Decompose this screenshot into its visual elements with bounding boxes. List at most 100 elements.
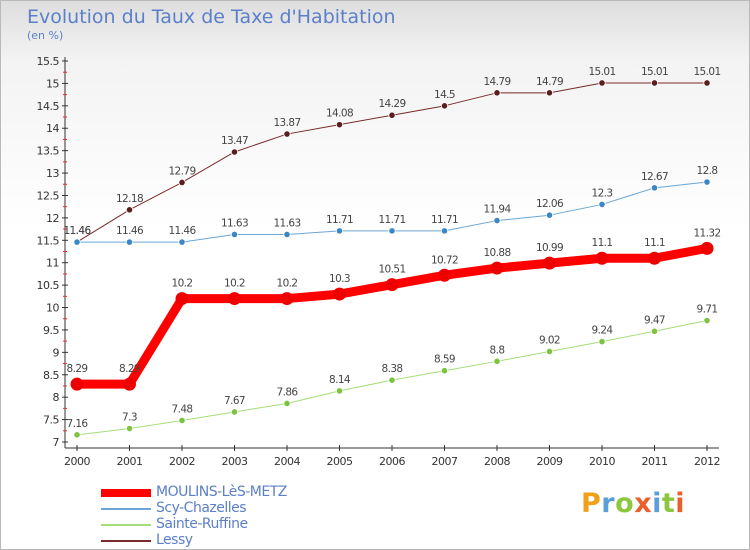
data-label-moulins-l-s-metz: 8.29 [67, 363, 88, 375]
x-tick-label: 2001 [117, 455, 143, 468]
y-tick-label: 9.5 [43, 324, 59, 337]
data-label-scy-chazelles: 11.63 [221, 217, 248, 229]
data-label-moulins-l-s-metz: 10.3 [329, 273, 350, 285]
data-label-sainte-ruffine: 7.67 [224, 395, 245, 407]
y-tick-label: 7.5 [43, 414, 59, 427]
logo-letter: P [581, 488, 602, 519]
data-point-scy-chazelles [335, 227, 344, 235]
y-tick-label: 12 [46, 212, 59, 225]
data-point-moulins-l-s-metz [700, 241, 714, 255]
data-label-scy-chazelles: 12.06 [536, 198, 564, 210]
data-label-scy-chazelles: 11.63 [273, 217, 300, 229]
data-point-lessy [703, 79, 711, 87]
logo-letter: i [652, 488, 662, 519]
data-point-moulins-l-s-metz [333, 287, 346, 301]
data-label-lessy: 14.08 [326, 108, 353, 120]
data-label-sainte-ruffine: 7.16 [67, 418, 89, 430]
y-tick-label: 7 [53, 436, 60, 449]
data-label-scy-chazelles: 11.94 [483, 204, 511, 216]
legend-label-scy: Scy-Chazelles [156, 500, 247, 516]
data-point-moulins-l-s-metz [280, 292, 294, 306]
data-point-sainte-ruffine [598, 337, 606, 346]
x-tick-label: 2007 [432, 455, 458, 468]
data-point-lessy [178, 178, 186, 187]
data-point-moulins-l-s-metz [595, 251, 609, 265]
data-label-lessy: 11.46 [63, 225, 91, 237]
logo-letter: t [661, 488, 676, 519]
legend-label-lessy: Lessy [156, 532, 193, 548]
data-label-lessy: 14.5 [434, 89, 455, 101]
data-point-lessy [283, 130, 291, 138]
data-label-moulins-l-s-metz: 10.88 [483, 247, 510, 259]
data-label-sainte-ruffine: 8.59 [434, 354, 455, 366]
y-tick-label: 9 [53, 346, 60, 359]
data-point-moulins-l-s-metz [438, 268, 451, 282]
data-label-moulins-l-s-metz: 10.72 [431, 254, 458, 266]
data-label-sainte-ruffine: 7.3 [122, 412, 137, 424]
y-tick-label: 15 [46, 77, 59, 90]
data-point-lessy [388, 111, 396, 119]
chart-title: Evolution du Taux de Taxe d'Habitation [27, 6, 396, 28]
data-point-scy-chazelles [283, 230, 291, 239]
data-label-lessy: 14.79 [536, 76, 563, 88]
data-label-scy-chazelles: 11.71 [378, 214, 405, 226]
data-label-lessy: 13.87 [273, 117, 300, 129]
data-point-scy-chazelles [178, 238, 186, 246]
x-tick-label: 2012 [694, 455, 720, 468]
data-point-lessy [125, 206, 134, 214]
data-label-scy-chazelles: 12.67 [641, 171, 668, 183]
data-label-moulins-l-s-metz: 11.1 [592, 237, 613, 249]
data-point-sainte-ruffine [125, 424, 134, 433]
data-label-moulins-l-s-metz: 10.2 [277, 278, 298, 290]
data-point-scy-chazelles [440, 227, 449, 235]
data-point-sainte-ruffine [650, 327, 659, 335]
data-point-scy-chazelles [125, 238, 134, 246]
data-point-moulins-l-s-metz [648, 251, 661, 265]
x-tick-label: 2011 [642, 455, 668, 468]
legend-swatch-scy [101, 508, 151, 510]
data-label-scy-chazelles: 11.46 [168, 225, 196, 237]
legend-label-sainte-ruffine: Sainte-Ruffine [156, 516, 248, 532]
data-point-sainte-ruffine [493, 357, 501, 365]
data-label-lessy: 15.01 [641, 66, 668, 78]
legend-swatch-sainte-ruffine [101, 524, 151, 526]
data-label-scy-chazelles: 11.46 [63, 225, 91, 237]
legend-swatch-moulins [101, 489, 151, 497]
logo-letter: x [634, 488, 653, 519]
data-point-lessy [335, 121, 344, 129]
data-label-sainte-ruffine: 9.24 [592, 325, 614, 337]
y-tick-label: 10 [46, 302, 59, 315]
line-chart: 77.588.599.51010.51111.51212.51313.51414… [37, 55, 722, 468]
y-tick-label: 13 [46, 167, 59, 180]
y-tick-label: 13.5 [37, 145, 60, 158]
data-label-sainte-ruffine: 8.38 [382, 363, 403, 375]
x-tick-label: 2000 [64, 455, 90, 468]
data-label-lessy: 13.47 [221, 135, 248, 147]
x-tick-label: 2009 [537, 455, 563, 468]
data-label-sainte-ruffine: 8.8 [490, 344, 505, 356]
data-label-lessy: 14.29 [378, 98, 405, 110]
data-label-scy-chazelles: 12.8 [697, 165, 718, 177]
logo-letter: i [675, 488, 686, 519]
data-label-sainte-ruffine: 9.71 [697, 304, 718, 316]
data-point-moulins-l-s-metz [175, 292, 189, 306]
data-point-scy-chazelles [230, 230, 239, 239]
proxiti-logo: Proxiti [581, 488, 685, 519]
y-tick-label: 11.5 [37, 234, 60, 247]
data-label-scy-chazelles: 11.71 [326, 214, 353, 226]
data-point-lessy [493, 89, 501, 97]
data-point-moulins-l-s-metz [70, 377, 84, 391]
y-tick-label: 11 [46, 257, 59, 270]
data-point-sainte-ruffine [545, 347, 554, 356]
y-tick-label: 8 [53, 391, 60, 404]
data-label-sainte-ruffine: 7.48 [172, 403, 193, 415]
data-point-sainte-ruffine [283, 399, 291, 408]
data-label-sainte-ruffine: 7.86 [277, 386, 299, 398]
y-tick-label: 14 [46, 122, 59, 135]
data-label-scy-chazelles: 11.71 [431, 214, 458, 226]
y-tick-label: 12.5 [37, 189, 60, 202]
data-point-sainte-ruffine [440, 367, 449, 375]
x-tick-label: 2005 [327, 455, 353, 468]
data-point-scy-chazelles [388, 227, 396, 235]
